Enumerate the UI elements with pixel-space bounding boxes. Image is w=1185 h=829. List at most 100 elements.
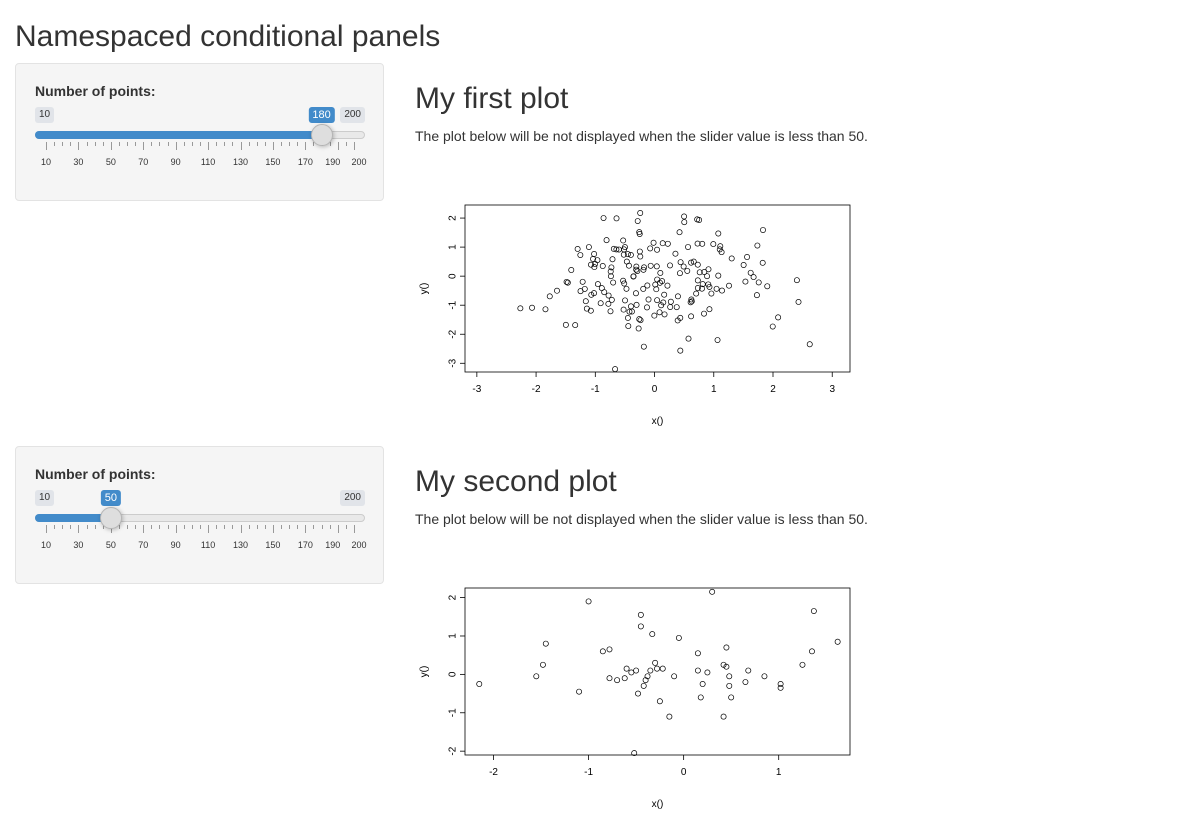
y-tick-label: -2	[448, 746, 459, 755]
slider-minor-tick	[167, 142, 169, 146]
sidebar-panel-1: Number of points: 10 200 180 10 30 50 70 90 1…	[15, 63, 384, 201]
slider-minor-tick	[264, 142, 266, 146]
slider-tick-label: 200	[351, 157, 367, 167]
slider-tick-label: 170	[297, 157, 313, 167]
scatter-point	[633, 290, 639, 297]
slider-min-label: 10	[35, 107, 55, 123]
slider-minor-tick	[216, 525, 218, 529]
number-of-points-slider-2[interactable]: 10 200 50 10 30 50 70 90 110 130 150 170 190 200	[35, 490, 367, 560]
slider-major-tick	[175, 525, 177, 533]
scatter-point	[652, 281, 659, 288]
slider-tick-label: 30	[73, 157, 84, 167]
scatter-point	[608, 296, 615, 303]
scatter-point	[606, 646, 613, 653]
slider-tick-label: 200	[351, 540, 367, 550]
slider-minor-tick	[159, 142, 161, 146]
x-tick-label: -2	[489, 767, 498, 778]
scatter-point	[647, 667, 654, 674]
scatter-point	[574, 246, 581, 252]
scatter-point	[612, 366, 619, 373]
slider-major-tick	[272, 142, 274, 150]
scatter-point	[624, 315, 631, 321]
scatter-point	[754, 242, 761, 249]
scatter-point	[635, 690, 641, 697]
scatter-point	[581, 285, 588, 292]
scatter-point	[777, 684, 784, 691]
plot-title-1: My first plot	[415, 82, 569, 115]
scatter-point	[684, 267, 691, 274]
scatter-point	[633, 667, 640, 674]
scatter-point	[649, 631, 656, 638]
slider-tick-label: 50	[105, 157, 116, 167]
plot-frame	[464, 587, 851, 756]
slider-minor-tick	[118, 525, 120, 529]
scatter-point	[653, 263, 660, 270]
y-tick-label: 0	[448, 273, 459, 279]
scatter-point	[764, 283, 771, 290]
scatter-point	[637, 210, 644, 216]
number-of-points-slider-1[interactable]: 10 200 180 10 30 50 70 90 110 130 150 170 190 200	[35, 107, 367, 177]
slider-tick-label: 10	[40, 540, 52, 550]
y-tick-label: 1	[448, 633, 459, 639]
scatter-point	[715, 272, 722, 279]
x-axis-label: x()	[652, 416, 664, 427]
scatter-point	[533, 673, 540, 680]
scatter-point	[742, 278, 749, 285]
slider-major-tick	[305, 142, 307, 150]
scatter-point	[657, 269, 664, 276]
scatter-point	[656, 309, 663, 316]
y-tick-label: 2	[448, 215, 459, 221]
scatter-point	[759, 259, 766, 266]
scatter-point	[726, 282, 732, 289]
slider-minor-tick	[329, 525, 331, 529]
slider-value-label: 50	[100, 490, 121, 506]
scatter-point	[728, 255, 735, 262]
x-tick-label: -2	[532, 384, 541, 395]
scatter-point	[704, 669, 711, 676]
scatter-point	[755, 279, 762, 286]
scatter-point	[664, 282, 671, 289]
scatter-point	[654, 246, 661, 253]
slider-value-label: 180	[308, 107, 335, 123]
slider-minor-tick	[224, 525, 226, 529]
scatter-point	[637, 611, 644, 618]
scatter-point	[628, 303, 634, 310]
scatter-point	[609, 256, 616, 263]
y-tick-label: -1	[448, 300, 459, 309]
scatter-point	[806, 341, 813, 348]
scatter-point	[633, 263, 640, 270]
scatter-point	[608, 264, 615, 271]
slider-tick-label: 90	[170, 540, 181, 550]
scatter-point	[694, 277, 701, 284]
scatter-point	[622, 297, 628, 304]
scatter-point	[795, 299, 802, 305]
scatter-point	[647, 245, 654, 252]
scatter-point	[705, 266, 712, 273]
slider-handle[interactable]	[99, 507, 122, 529]
scatter-point	[745, 667, 752, 674]
slider-max-label: 200	[340, 490, 365, 506]
scatter-point	[636, 248, 643, 255]
y-tick-label: -2	[448, 329, 459, 338]
scatter-point	[640, 343, 647, 350]
slider-minor-tick	[200, 142, 201, 146]
scatter-point	[647, 262, 654, 269]
scatter-point	[529, 304, 535, 311]
scatter-point	[599, 263, 606, 269]
slider-major-tick	[78, 525, 80, 533]
slider-major-tick	[46, 525, 47, 533]
scatter-point	[640, 285, 647, 292]
scatter-point	[699, 681, 706, 687]
scatter-point	[740, 262, 747, 268]
slider-tick-label: 50	[105, 540, 116, 550]
scatter-point	[591, 264, 598, 271]
scatter-point	[576, 688, 583, 695]
slider-handle[interactable]	[310, 124, 333, 146]
slider-major-tick	[78, 142, 80, 150]
x-tick-label: 0	[681, 767, 687, 778]
scatter-point	[675, 634, 682, 641]
scatter-point	[666, 713, 673, 720]
scatter-point	[810, 608, 817, 614]
scatter-point	[694, 240, 701, 247]
slider-minor-tick	[127, 142, 129, 146]
